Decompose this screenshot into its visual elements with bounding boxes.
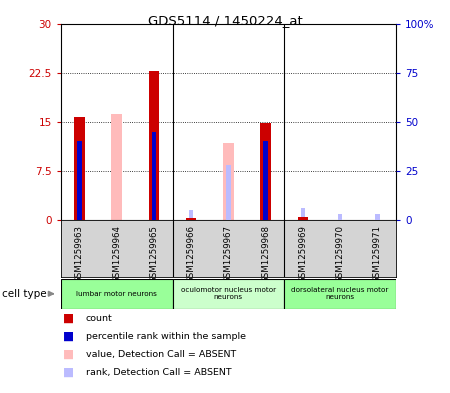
- Bar: [297, 218, 308, 220]
- Bar: [375, 214, 380, 220]
- Bar: [186, 218, 196, 220]
- Bar: [148, 71, 159, 220]
- Bar: [61, 279, 172, 309]
- Text: dorsolateral nucleus motor
neurons: dorsolateral nucleus motor neurons: [292, 287, 389, 300]
- Text: GSM1259971: GSM1259971: [373, 225, 382, 283]
- Bar: [261, 123, 271, 220]
- Text: GSM1259965: GSM1259965: [149, 225, 158, 283]
- Text: oculomotor nucleus motor
neurons: oculomotor nucleus motor neurons: [181, 287, 276, 300]
- Text: ■: ■: [63, 366, 74, 379]
- Text: ■: ■: [63, 348, 74, 361]
- Text: ■: ■: [63, 330, 74, 343]
- Text: cell type: cell type: [2, 289, 47, 299]
- Bar: [301, 208, 305, 220]
- Bar: [226, 165, 230, 220]
- Bar: [74, 117, 85, 220]
- Text: GSM1259964: GSM1259964: [112, 225, 121, 283]
- Text: percentile rank within the sample: percentile rank within the sample: [86, 332, 246, 341]
- Bar: [223, 143, 234, 220]
- Bar: [338, 214, 342, 220]
- Text: GSM1259969: GSM1259969: [298, 225, 307, 283]
- Text: GSM1259967: GSM1259967: [224, 225, 233, 283]
- Bar: [297, 217, 308, 220]
- Text: rank, Detection Call = ABSENT: rank, Detection Call = ABSENT: [86, 368, 231, 377]
- Text: GDS5114 / 1450224_at: GDS5114 / 1450224_at: [148, 14, 302, 27]
- Text: GSM1259963: GSM1259963: [75, 225, 84, 283]
- Bar: [189, 210, 194, 220]
- Bar: [263, 141, 268, 220]
- Bar: [77, 141, 81, 220]
- Bar: [284, 279, 396, 309]
- Text: count: count: [86, 314, 112, 323]
- Text: GSM1259968: GSM1259968: [261, 225, 270, 283]
- Text: ■: ■: [63, 312, 74, 325]
- Bar: [172, 279, 284, 309]
- Bar: [112, 114, 122, 220]
- Text: lumbar motor neurons: lumbar motor neurons: [76, 291, 157, 297]
- Text: GSM1259970: GSM1259970: [336, 225, 345, 283]
- Bar: [152, 132, 156, 220]
- Text: GSM1259966: GSM1259966: [187, 225, 196, 283]
- Text: value, Detection Call = ABSENT: value, Detection Call = ABSENT: [86, 350, 236, 359]
